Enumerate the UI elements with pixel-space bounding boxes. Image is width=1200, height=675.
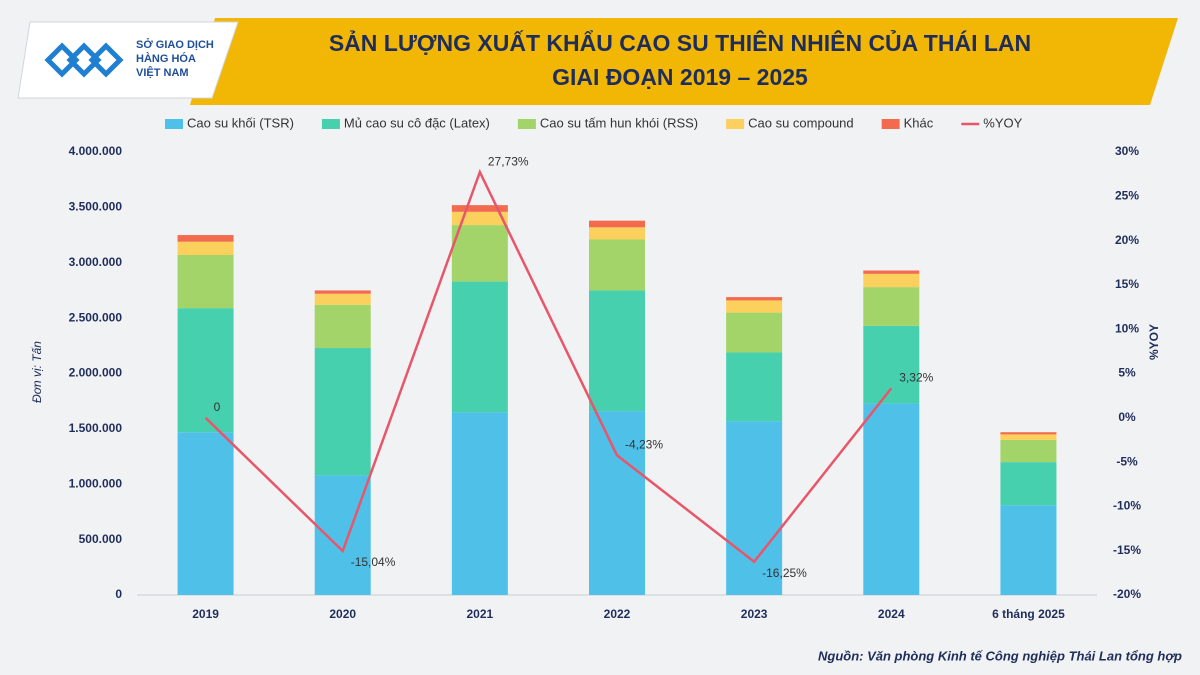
y-tick-label: 500.000 bbox=[79, 532, 123, 546]
legend-label: Khác bbox=[904, 115, 934, 130]
bar-segment bbox=[726, 297, 783, 301]
bar-segment bbox=[863, 403, 920, 595]
y-tick-label: 2.500.000 bbox=[69, 310, 123, 324]
bar-segment bbox=[1000, 462, 1057, 506]
bar-segment bbox=[314, 348, 371, 476]
x-tick-label: 2021 bbox=[467, 607, 494, 621]
bar-segment bbox=[589, 239, 645, 291]
bar-segment bbox=[589, 220, 645, 228]
bar-segment bbox=[314, 475, 371, 595]
x-tick-label: 2022 bbox=[604, 607, 631, 621]
logo-icon bbox=[44, 42, 124, 78]
bar-segment bbox=[314, 304, 371, 349]
y2-tick-label: -5% bbox=[1116, 454, 1138, 468]
bar-segment bbox=[314, 293, 371, 305]
legend-swatch bbox=[881, 119, 900, 129]
y2-tick-label: 15% bbox=[1115, 277, 1139, 291]
chart-title: GIAI ĐOẠN 2019 – 2025 bbox=[552, 64, 808, 90]
y2-tick-label: -15% bbox=[1113, 543, 1141, 557]
chart-title: SẢN LƯỢNG XUẤT KHẨU CAO SU THIÊN NHIÊN C… bbox=[329, 28, 1031, 56]
yoy-line bbox=[204, 168, 893, 564]
source-note: Nguồn: Văn phòng Kinh tế Công nghiệp Thá… bbox=[818, 648, 1182, 663]
x-tick-label: 2023 bbox=[741, 607, 768, 621]
y2-tick-label: 5% bbox=[1118, 366, 1136, 380]
bar-segment bbox=[726, 421, 783, 595]
logo-box bbox=[17, 21, 239, 99]
y2-axis-label: %YOY bbox=[1147, 324, 1161, 360]
logo-text: VIỆT NAM bbox=[136, 66, 189, 79]
legend-label: Mủ cao su cô đặc (Latex) bbox=[344, 115, 490, 130]
bar-segment bbox=[451, 211, 508, 226]
y-tick-label: 4.000.000 bbox=[69, 144, 123, 158]
bar-segment bbox=[589, 290, 645, 412]
bar-segment bbox=[863, 325, 920, 404]
legend-swatch bbox=[321, 119, 340, 129]
bar-segment bbox=[589, 227, 645, 240]
x-tick-label: 2024 bbox=[878, 607, 905, 621]
bar-segment bbox=[1000, 434, 1057, 440]
legend-label: Cao su tấm hun khói (RSS) bbox=[540, 115, 698, 130]
bar-segment bbox=[451, 281, 508, 413]
y2-tick-label: 10% bbox=[1115, 321, 1139, 335]
legend-label: %YOY bbox=[983, 115, 1022, 130]
bar-segment bbox=[451, 412, 508, 595]
y-tick-label: 3.000.000 bbox=[69, 255, 123, 269]
x-tick-label: 2020 bbox=[329, 607, 356, 621]
bar-segment bbox=[863, 270, 920, 274]
bar-segment bbox=[451, 225, 508, 282]
bar-segment bbox=[314, 290, 371, 294]
bar-segment bbox=[1000, 439, 1057, 463]
bar-segment bbox=[177, 432, 234, 595]
y-tick-label: 1.000.000 bbox=[69, 476, 123, 490]
bar-segment bbox=[726, 300, 783, 313]
data-label: -4,23% bbox=[625, 437, 663, 451]
x-tick-label: 6 tháng 2025 bbox=[992, 607, 1065, 621]
logo-text: HÀNG HÓA bbox=[136, 52, 196, 65]
bar-segment bbox=[1000, 432, 1057, 435]
legend-label: Cao su compound bbox=[748, 115, 854, 130]
x-tick-label: 2019 bbox=[192, 607, 219, 621]
bar-segment bbox=[177, 235, 234, 242]
y-tick-label: 1.500.000 bbox=[69, 421, 123, 435]
bar-segment bbox=[451, 205, 508, 212]
bar-segment bbox=[177, 254, 234, 309]
y2-tick-label: 20% bbox=[1115, 233, 1139, 247]
y2-tick-label: -20% bbox=[1113, 587, 1141, 601]
y2-tick-label: -10% bbox=[1113, 499, 1141, 513]
data-label: -16,25% bbox=[762, 566, 807, 580]
y2-tick-label: 30% bbox=[1115, 144, 1139, 158]
data-label: 3,32% bbox=[899, 371, 933, 385]
data-label: 27,73% bbox=[488, 154, 529, 168]
legend-swatch bbox=[726, 119, 745, 129]
bar-segment bbox=[177, 308, 234, 433]
legend-swatch bbox=[165, 119, 183, 129]
title-banner bbox=[190, 18, 1178, 105]
bar-segment bbox=[589, 411, 645, 595]
bar-segment bbox=[863, 273, 920, 288]
y2-tick-label: 25% bbox=[1115, 188, 1139, 202]
bar-segment bbox=[1000, 505, 1057, 595]
bar-segment bbox=[863, 287, 920, 326]
logo-text: SỞ GIAO DỊCH bbox=[136, 38, 214, 51]
data-label: 0 bbox=[214, 400, 221, 414]
y-tick-label: 0 bbox=[115, 587, 122, 601]
bar-segment bbox=[726, 312, 783, 353]
data-label: -15,04% bbox=[351, 555, 396, 569]
y-axis-label: Đơn vị: Tấn bbox=[30, 341, 44, 403]
bar-segment bbox=[177, 241, 234, 255]
y-tick-label: 3.500.000 bbox=[69, 200, 123, 214]
legend-label: Cao su khối (TSR) bbox=[187, 115, 294, 130]
y-tick-label: 2.000.000 bbox=[69, 366, 123, 380]
legend-swatch bbox=[517, 119, 536, 129]
y2-tick-label: 0% bbox=[1118, 410, 1136, 424]
bar-segment bbox=[726, 352, 783, 422]
